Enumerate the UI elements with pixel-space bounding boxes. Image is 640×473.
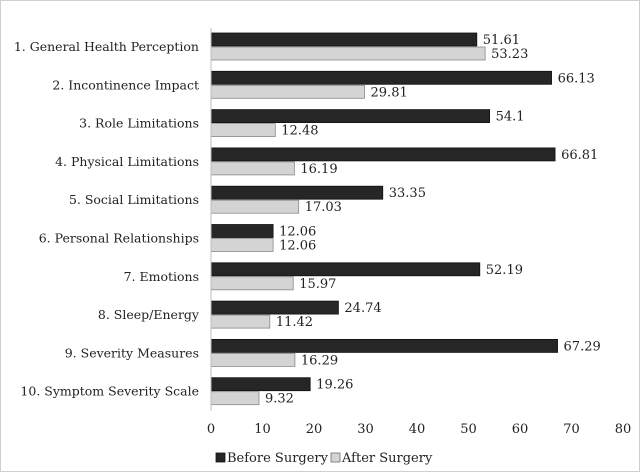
category-label-7: 7. Emotions <box>124 269 199 284</box>
legend: Before Surgery After Surgery <box>215 451 433 466</box>
legend-swatch-before <box>215 452 226 463</box>
bar-after-7 <box>210 276 294 291</box>
x-tick-label-20: 20 <box>306 422 323 437</box>
x-tick-label-80: 80 <box>615 422 632 437</box>
data-label-before-10: 19.26 <box>316 378 353 393</box>
data-label-after-7: 15.97 <box>299 277 336 292</box>
bar-before-3 <box>210 109 491 123</box>
bar-after-2 <box>210 84 365 99</box>
data-label-before-8: 24.74 <box>344 301 381 316</box>
data-label-after-4: 16.19 <box>300 162 337 177</box>
bar-after-9 <box>210 352 296 367</box>
bar-before-2 <box>210 70 552 85</box>
data-label-before-7: 52.19 <box>486 263 523 278</box>
category-label-3: 3. Role Limitations <box>79 116 199 131</box>
category-label-4: 4. Physical Limitations <box>55 154 199 169</box>
category-label-10: 10. Symptom Severity Scale <box>20 384 199 399</box>
category-labels-group: 1. General Health Perception 2. Incontine… <box>14 39 200 399</box>
data-label-before-5: 33.35 <box>389 186 426 201</box>
category-label-2: 2. Incontinence Impact <box>52 77 199 92</box>
category-label-9: 9. Severity Measures <box>65 345 199 360</box>
x-tick-label-50: 50 <box>460 422 477 437</box>
data-label-before-6: 12.06 <box>279 225 316 240</box>
bar-before-9 <box>210 338 558 353</box>
data-label-after-1: 53.23 <box>491 47 528 62</box>
category-label-1: 1. General Health Perception <box>14 39 199 54</box>
bar-before-1 <box>210 32 478 47</box>
bar-after-10 <box>210 391 260 406</box>
data-label-after-2: 29.81 <box>371 85 408 100</box>
data-label-after-6: 12.06 <box>279 239 316 254</box>
bar-before-8 <box>210 300 339 315</box>
bar-before-10 <box>210 377 311 392</box>
x-tick-label-30: 30 <box>357 422 374 437</box>
legend-swatch-after <box>330 452 341 463</box>
data-label-before-4: 66.81 <box>561 148 598 163</box>
data-label-after-10: 9.32 <box>265 392 294 407</box>
bar-after-5 <box>210 199 300 214</box>
legend-label-before: Before Surgery <box>227 451 329 466</box>
x-tick-label-60: 60 <box>512 422 529 437</box>
category-label-5: 5. Social Limitations <box>69 192 199 207</box>
bar-before-4 <box>210 147 556 162</box>
data-label-after-3: 12.48 <box>281 124 318 139</box>
x-tick-label-10: 10 <box>254 422 271 437</box>
bar-after-4 <box>210 161 295 176</box>
data-label-before-1: 51.61 <box>483 33 520 48</box>
category-label-8: 8. Sleep/Energy <box>98 307 200 322</box>
data-label-after-8: 11.42 <box>276 315 313 330</box>
bar-after-8 <box>210 314 271 329</box>
data-label-after-5: 17.03 <box>305 200 342 215</box>
x-tick-labels-group: 0 10 20 30 40 50 60 70 80 <box>207 422 631 437</box>
bar-before-5 <box>210 185 384 200</box>
data-label-before-3: 54.1 <box>496 110 525 125</box>
x-tick-label-0: 0 <box>207 422 215 437</box>
bar-before-6 <box>210 224 274 238</box>
bar-before-7 <box>210 262 481 277</box>
x-tick-label-40: 40 <box>409 422 426 437</box>
x-tick-label-70: 70 <box>563 422 580 437</box>
data-label-before-9: 67.29 <box>564 339 601 354</box>
bar-after-1 <box>210 46 486 61</box>
data-label-after-9: 16.29 <box>301 353 338 368</box>
data-label-before-2: 66.13 <box>558 71 595 86</box>
bar-after-6 <box>210 238 274 252</box>
category-label-6: 6. Personal Relationships <box>39 231 199 246</box>
bar-after-3 <box>210 123 276 137</box>
legend-label-after: After Surgery <box>341 451 433 466</box>
